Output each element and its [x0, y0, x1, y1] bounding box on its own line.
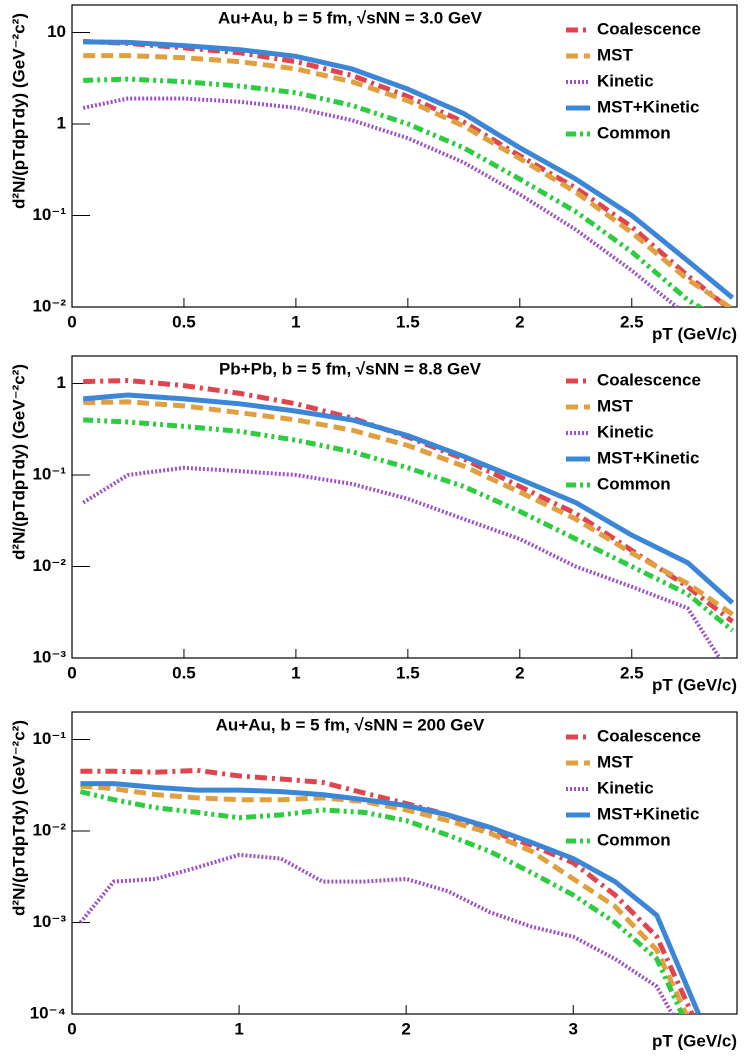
plot-frame — [71, 711, 738, 1015]
legend-label: Kinetic — [597, 778, 654, 797]
panel: 10⁻² 10⁻¹ 1 10 0 0.5 1 1.5 2 2.5 Au+Au, b = 5 fm, … — [9, 4, 738, 343]
x-tick-label: 2.5 — [620, 312, 644, 331]
y-tick-label: 10⁻¹ — [32, 465, 66, 484]
series-group — [82, 38, 735, 307]
series-line — [82, 96, 680, 307]
series-line — [82, 465, 722, 658]
x-axis-label: pT (GeV/c) — [652, 324, 737, 343]
series-line — [78, 852, 675, 1014]
chart-title: Au+Au, b = 5 fm, √sNN = 200 GeV — [216, 715, 485, 734]
y-tick-label: 10⁻³ — [32, 647, 66, 666]
y-tick-label: 10⁻² — [32, 296, 66, 315]
y-tick-label: 10⁻¹ — [32, 205, 66, 224]
x-tick-label: 2 — [401, 1019, 410, 1038]
y-tick-label: 1 — [57, 114, 66, 133]
legend-label: MST — [597, 45, 634, 64]
series-line — [83, 377, 735, 624]
series-line — [83, 399, 734, 617]
series-line — [83, 39, 735, 300]
series-line — [83, 53, 734, 307]
chart-title: Au+Au, b = 5 fm, √sNN = 3.0 GeV — [218, 8, 483, 27]
x-tick-label: 1.5 — [396, 312, 420, 331]
x-tick-label: 1.5 — [396, 663, 420, 682]
x-tick-label: 3 — [569, 1019, 578, 1038]
y-tick-label: 10⁻² — [32, 556, 66, 575]
chart-title: Pb+Pb, b = 5 fm, √sNN = 8.8 GeV — [219, 359, 482, 378]
y-tick-label: 10⁻³ — [32, 912, 66, 931]
plot-frame — [71, 355, 738, 659]
y-tick-label: 10⁻⁴ — [30, 1003, 66, 1022]
x-tick-label: 0.5 — [172, 663, 196, 682]
legend-label: Kinetic — [597, 422, 654, 441]
series-group — [78, 767, 701, 1014]
legend-label: MST — [597, 752, 634, 771]
x-tick-label: 1 — [234, 1019, 243, 1038]
series-line — [80, 781, 701, 1014]
x-tick-label: 2 — [515, 312, 524, 331]
legend-label: MST — [597, 396, 634, 415]
legend-label: MST+Kinetic — [597, 448, 700, 467]
legend-label: Coalescence — [597, 370, 701, 389]
plot-frame — [71, 4, 738, 308]
legend-label: Common — [597, 123, 671, 142]
x-axis-label: pT (GeV/c) — [652, 1031, 737, 1050]
panel: 10⁻⁴ 10⁻³ 10⁻² 10⁻¹ 0 1 2 3 Au+Au, b = 5 fm, √sN… — [9, 711, 738, 1050]
x-tick-label: 2 — [515, 663, 524, 682]
series-line — [83, 76, 705, 307]
legend-label: Coalescence — [597, 726, 701, 745]
series-line — [79, 789, 685, 1014]
x-tick-label: 1 — [291, 663, 300, 682]
y-axis-label: d²N/(pTdpTdy) (GeV⁻²c²) — [9, 13, 28, 209]
legend-label: Common — [597, 474, 671, 493]
x-tick-label: 0 — [67, 312, 76, 331]
legend-label: MST+Kinetic — [597, 97, 700, 116]
x-tick-label: 1 — [291, 312, 300, 331]
series-line — [83, 417, 735, 633]
panel: 10⁻³ 10⁻² 10⁻¹ 1 0 0.5 1 1.5 2 2.5 Pb+Pb, b = 5 fm… — [9, 355, 738, 694]
series-group — [82, 377, 735, 658]
y-tick-label: 10 — [47, 22, 66, 41]
x-axis-label: pT (GeV/c) — [652, 675, 737, 694]
y-axis-label: d²N/(pTdpTdy) (GeV⁻²c²) — [9, 720, 28, 916]
y-tick-label: 1 — [57, 373, 66, 392]
series-line — [80, 767, 695, 1014]
legend-label: Kinetic — [597, 71, 654, 90]
x-tick-label: 0 — [67, 1019, 76, 1038]
legend-label: Common — [597, 830, 671, 849]
legend-label: MST+Kinetic — [597, 804, 700, 823]
y-axis-label: d²N/(pTdpTdy) (GeV⁻²c²) — [9, 364, 28, 560]
series-line — [82, 392, 735, 605]
x-tick-label: 2.5 — [620, 663, 644, 682]
x-tick-label: 0.5 — [172, 312, 196, 331]
y-tick-label: 10⁻² — [32, 821, 66, 840]
y-tick-label: 10⁻¹ — [32, 729, 66, 748]
series-line — [80, 783, 689, 1014]
legend-label: Coalescence — [597, 19, 701, 38]
x-tick-label: 0 — [67, 663, 76, 682]
